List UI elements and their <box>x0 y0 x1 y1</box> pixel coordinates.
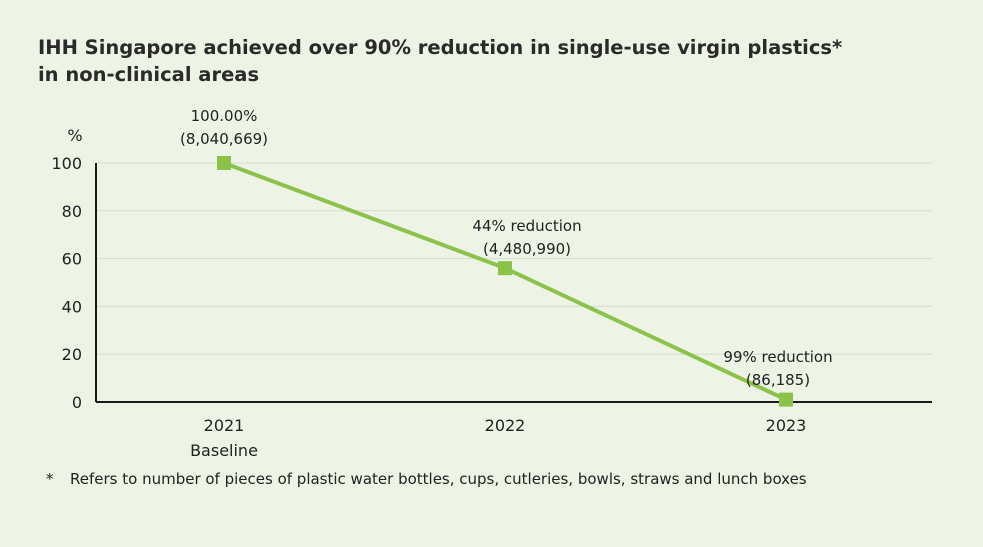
y-tick-label: 20 <box>62 345 82 364</box>
x-tick-label: 2023 <box>766 416 807 435</box>
data-label: 99% reduction <box>723 348 832 366</box>
x-tick-sublabel: Baseline <box>190 441 258 460</box>
data-label: 100.00% <box>191 107 258 125</box>
data-point-marker <box>217 156 231 170</box>
axis-layer <box>95 163 932 403</box>
footnote-text: Refers to number of pieces of plastic wa… <box>70 470 807 488</box>
chart-title-line2: in non-clinical areas <box>38 63 260 86</box>
y-tick-label: 80 <box>62 202 82 221</box>
y-tick-labels: 0 20 40 60 80 100% <box>51 126 82 412</box>
y-tick-label: 40 <box>62 297 82 316</box>
x-tick-labels: 2021 Baseline 2022 2023 <box>190 416 806 460</box>
annotation-layer: 100.00% (8,040,669) 44% reduction (4,480,99… <box>180 107 833 389</box>
data-label-count: (8,040,669) <box>180 130 268 148</box>
y-axis-label: % <box>67 126 82 145</box>
grid-layer <box>96 162 932 355</box>
data-point-marker <box>779 392 793 407</box>
data-point-marker <box>498 261 512 276</box>
y-tick-label: 0 <box>72 393 82 412</box>
footnote: * Refers to number of pieces of plastic w… <box>46 470 807 488</box>
y-tick-label: 60 <box>62 250 82 269</box>
chart-title-line1: IHH Singapore achieved over 90% reductio… <box>38 36 843 59</box>
x-tick-label: 2021 <box>204 416 245 435</box>
x-tick-label: 2022 <box>485 416 526 435</box>
footnote-marker: * <box>46 470 54 488</box>
data-label: 44% reduction <box>472 217 581 235</box>
chart-title: IHH Singapore achieved over 90% reductio… <box>38 34 938 88</box>
y-tick-label: 100 <box>51 154 82 173</box>
data-label-count: (86,185) <box>746 371 810 389</box>
data-label-count: (4,480,990) <box>483 240 571 258</box>
series-layer <box>217 156 793 407</box>
series-line <box>223 161 787 402</box>
